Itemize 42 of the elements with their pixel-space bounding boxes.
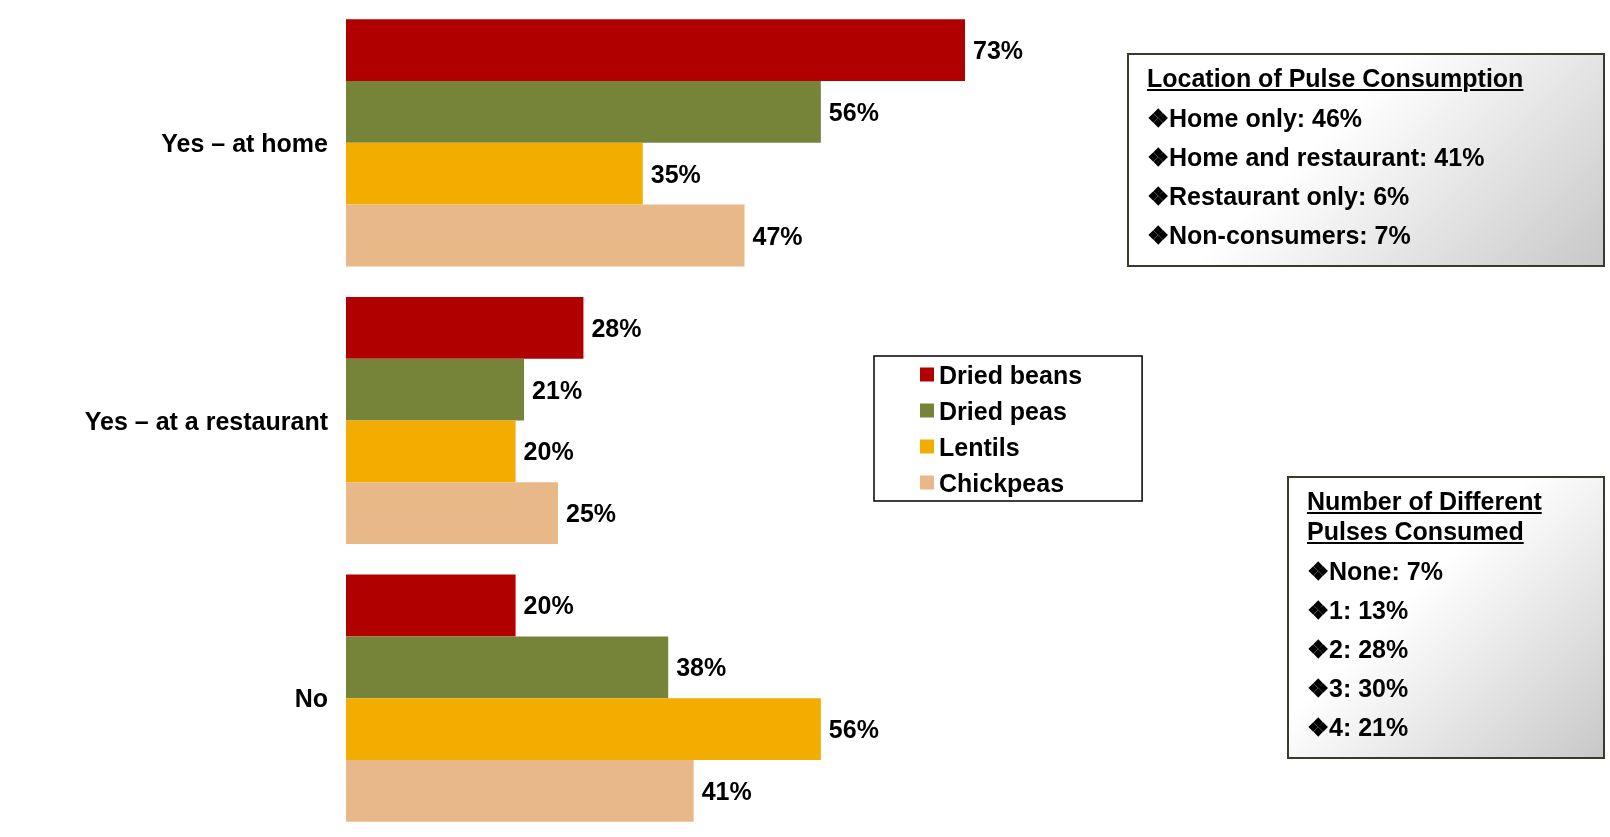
bar [346, 636, 669, 699]
bar [346, 204, 745, 267]
bar [346, 420, 516, 483]
bar [346, 482, 558, 545]
legend-label: Dried peas [939, 396, 1067, 425]
bar [346, 759, 694, 822]
bar [346, 142, 643, 205]
text: ❖1: 13% [1307, 595, 1410, 626]
text: ❖Restaurant only: 6% [1147, 181, 1411, 212]
legend-label: Chickpeas [939, 468, 1065, 497]
data-label: 47% [752, 221, 803, 250]
data-label: 20% [523, 437, 574, 466]
text: ❖3: 30% [1307, 673, 1410, 704]
text: ❖Home only: 46% [1147, 103, 1364, 134]
data-label: 56% [828, 715, 879, 744]
text: Location of Pulse Consumption [1147, 63, 1525, 93]
bar [346, 358, 525, 421]
bar [346, 698, 821, 760]
bar [346, 81, 821, 143]
data-label: 21% [532, 375, 583, 404]
data-label: 41% [701, 776, 752, 805]
data-label: 38% [676, 653, 727, 682]
data-label: 56% [828, 97, 879, 126]
text: ❖4: 21% [1307, 712, 1410, 743]
data-label: 20% [523, 591, 574, 620]
data-label: 73% [973, 36, 1024, 65]
y-tick-label: Yes – at a restaurant [84, 406, 329, 435]
bar [346, 296, 584, 359]
data-label: 35% [650, 159, 701, 188]
y-tick-label: Yes – at home [161, 128, 329, 157]
bar [346, 574, 516, 637]
data-label: 28% [591, 313, 642, 342]
text: ❖Home and restaurant: 41% [1147, 142, 1486, 173]
y-tick-label: No [294, 684, 328, 713]
text: ❖None: 7% [1307, 556, 1444, 587]
data-label: 25% [565, 499, 617, 528]
text: ❖2: 28% [1307, 634, 1410, 665]
legend-label: Dried beans [939, 360, 1083, 389]
legend-label: Lentils [939, 432, 1020, 461]
bar [346, 19, 965, 82]
text: Number of Different Pulses Consumed [1307, 486, 1543, 546]
text: ❖Non-consumers: 7% [1147, 220, 1412, 251]
